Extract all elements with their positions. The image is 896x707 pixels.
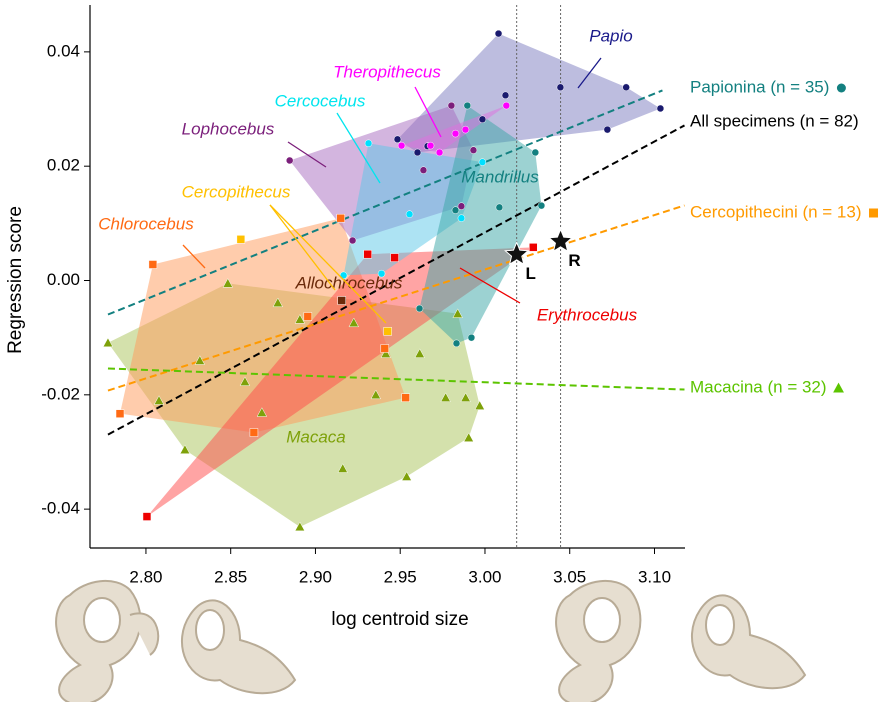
marker-square: [391, 254, 399, 262]
marker-circle: [462, 126, 469, 133]
genus-label: Papio: [589, 26, 632, 45]
x-tick-label: 3.05: [553, 567, 586, 586]
x-tick-label: 2.85: [214, 567, 247, 586]
marker-circle: [406, 211, 413, 218]
y-tick-label: -0.02: [41, 384, 80, 403]
marker-square: [237, 235, 245, 243]
ear-canal: [196, 610, 224, 650]
specimen-label: L: [525, 264, 535, 283]
x-axis-label: log centroid size: [331, 609, 468, 630]
marker-circle: [286, 157, 293, 164]
y-tick-label: 0.00: [47, 270, 80, 289]
marker-circle: [557, 84, 564, 91]
marker-square: [364, 250, 372, 258]
marker-circle: [349, 237, 356, 244]
regression-label: Macacina (n = 32): [690, 377, 827, 396]
genus-label: Erythrocebus: [537, 305, 638, 324]
marker-square: [116, 410, 124, 418]
genus-label: Cercopithecus: [182, 182, 291, 201]
marker-circle: [479, 116, 486, 123]
marker-circle: [479, 159, 486, 166]
marker-square: [402, 394, 410, 402]
genus-label: Lophocebus: [182, 119, 275, 138]
genus-label: Mandrillus: [461, 167, 539, 186]
marker-circle: [458, 215, 465, 222]
x-tick-label: 3.10: [638, 567, 671, 586]
marker-circle: [502, 92, 509, 99]
genus-label: Macaca: [286, 427, 346, 446]
marker-circle: [623, 84, 630, 91]
ear-models: [56, 581, 805, 702]
marker-circle: [495, 30, 502, 37]
marker-circle: [420, 167, 427, 174]
marker-square: [250, 429, 258, 437]
marker-square: [869, 209, 878, 218]
genus-label: Cercocebus: [275, 91, 366, 110]
marker-square: [381, 345, 389, 353]
marker-square: [337, 214, 345, 222]
chart: log centroid size Regression score 0.04 0…: [0, 0, 896, 702]
marker-circle: [468, 334, 475, 341]
marker-circle: [448, 102, 455, 109]
marker-circle: [436, 149, 443, 156]
marker-circle: [398, 142, 405, 149]
marker-circle: [470, 147, 477, 154]
marker-square: [384, 327, 392, 335]
marker-square: [149, 260, 157, 268]
marker-circle: [452, 207, 459, 214]
marker-square: [304, 313, 312, 321]
y-tick-label: 0.02: [47, 156, 80, 175]
genus-label: Allochrocebus: [295, 273, 403, 292]
regression-label: Papionina (n = 35): [690, 77, 829, 96]
marker-circle: [453, 340, 460, 347]
marker-square: [529, 243, 537, 251]
ear-canal: [706, 605, 734, 645]
genus-label: Chlorocebus: [98, 214, 194, 233]
marker-circle: [458, 203, 465, 210]
x-tick-label: 3.00: [468, 567, 501, 586]
marker-circle: [416, 305, 423, 312]
marker-circle: [427, 142, 434, 149]
marker-circle: [538, 202, 545, 209]
marker-circle: [365, 140, 372, 147]
x-tick-label: 2.95: [384, 567, 417, 586]
marker-circle: [604, 126, 611, 133]
x-tick-label: 2.90: [299, 567, 332, 586]
marker-circle: [414, 149, 421, 156]
marker-circle: [394, 136, 401, 143]
ear-model: [182, 600, 295, 693]
marker-square: [338, 297, 346, 305]
y-tick-label: -0.04: [41, 499, 80, 518]
regression-label: All specimens (n = 82): [690, 111, 859, 130]
x-tick-label: 2.80: [129, 567, 162, 586]
marker-circle: [532, 149, 539, 156]
y-tick-label: 0.04: [47, 41, 80, 60]
ear-model: [692, 595, 805, 688]
marker-circle: [496, 204, 503, 211]
marker-square: [143, 513, 151, 521]
marker-circle: [657, 105, 664, 112]
ear-canal: [584, 598, 620, 642]
ear-canal: [84, 598, 120, 642]
marker-circle: [837, 84, 846, 93]
marker-circle: [452, 130, 459, 137]
marker-triangle: [833, 383, 844, 393]
marker-circle: [503, 102, 510, 109]
y-axis-label: Regression score: [5, 206, 26, 354]
marker-circle: [464, 102, 471, 109]
genus-label: Theropithecus: [333, 62, 441, 81]
specimen-label: R: [568, 251, 580, 270]
regression-label: Cercopithecini (n = 13): [690, 202, 862, 221]
